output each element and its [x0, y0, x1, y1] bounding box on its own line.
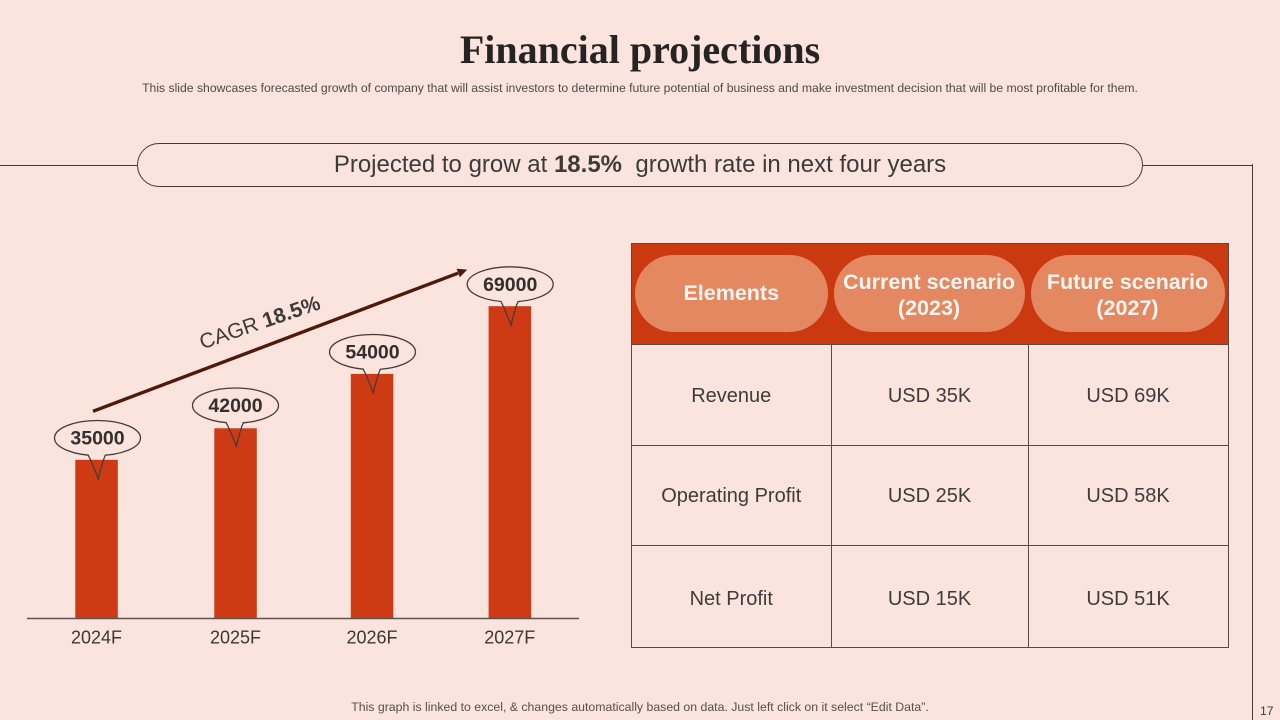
svg-text:54000: 54000	[345, 342, 399, 364]
svg-text:2025F: 2025F	[210, 628, 261, 648]
svg-text:2027F: 2027F	[484, 628, 535, 648]
svg-text:CAGR 18.5%: CAGR 18.5%	[197, 292, 324, 355]
svg-text:2026F: 2026F	[346, 628, 397, 648]
svg-text:42000: 42000	[208, 395, 262, 417]
svg-text:2024F: 2024F	[71, 628, 122, 648]
svg-text:69000: 69000	[483, 274, 537, 296]
svg-text:35000: 35000	[70, 428, 124, 450]
